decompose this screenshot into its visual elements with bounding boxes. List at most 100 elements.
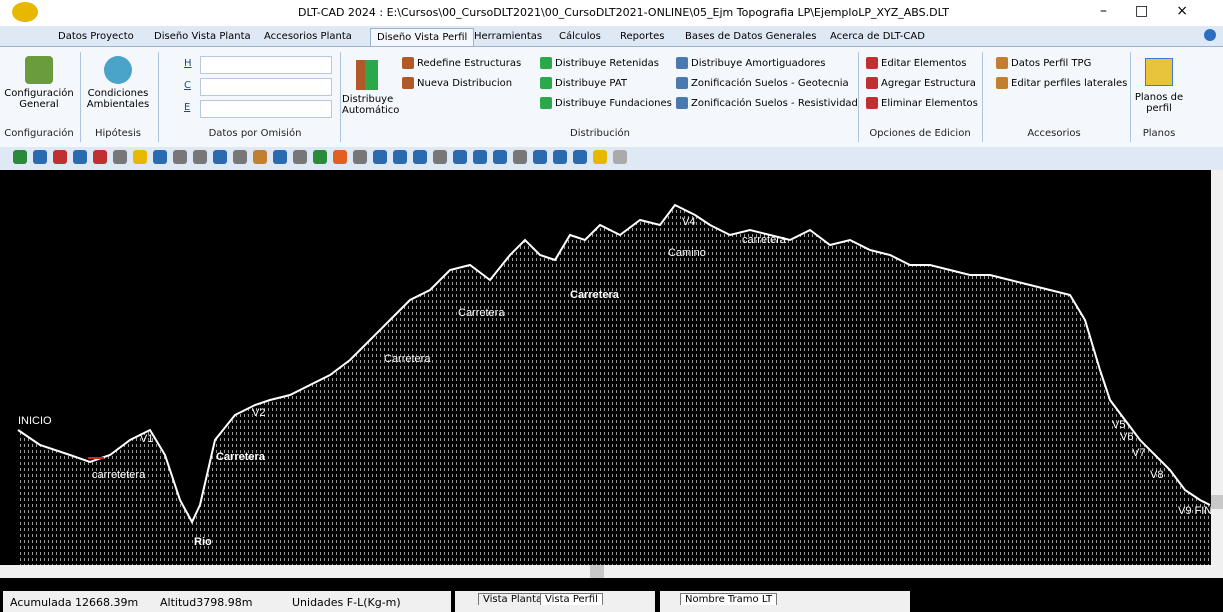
profile-label: V5 — [1112, 419, 1125, 431]
toolbar-button[interactable] — [473, 150, 487, 164]
label: Configuración General — [4, 88, 74, 110]
toolbar-button[interactable] — [13, 150, 27, 164]
toolbar-button[interactable] — [33, 150, 47, 164]
toolbar-button[interactable] — [613, 150, 627, 164]
icon — [540, 77, 552, 89]
ribbon-item[interactable]: Editar perfiles laterales — [996, 77, 1127, 89]
toolbar-button[interactable] — [453, 150, 467, 164]
field-input[interactable] — [200, 56, 332, 74]
tramo-tab[interactable]: Nombre Tramo LT — [680, 593, 778, 605]
toolbar-button[interactable] — [593, 150, 607, 164]
menu-tab[interactable]: Diseño Vista Perfil — [370, 28, 475, 46]
toolbar-button[interactable] — [173, 150, 187, 164]
menu-tab[interactable]: Reportes — [620, 31, 665, 42]
toolbar-button[interactable] — [53, 150, 67, 164]
toolbar-button[interactable] — [493, 150, 507, 164]
toolbar-button[interactable] — [113, 150, 127, 164]
title-bar: DLT-CAD 2024 : E:\Cursos\00_CursoDLT2021… — [0, 0, 1223, 26]
separator — [858, 52, 859, 142]
menu-tab[interactable]: Acerca de DLT-CAD — [830, 31, 925, 42]
vertical-scrollbar[interactable] — [1211, 170, 1223, 578]
ribbon-item[interactable]: Zonificación Suelos - Resistividad — [676, 97, 858, 109]
status-altitud: Altitud3798.98m — [160, 596, 253, 609]
toolbar-button[interactable] — [573, 150, 587, 164]
toolbar-button[interactable] — [533, 150, 547, 164]
ribbon-item[interactable]: Redefine Estructuras — [402, 57, 521, 69]
ribbon-item[interactable]: Distribuye Fundaciones — [540, 97, 672, 109]
toolbar-button[interactable] — [433, 150, 447, 164]
item-label: Zonificación Suelos - Resistividad — [691, 98, 858, 109]
view-tab[interactable]: Vista Perfil — [540, 593, 603, 605]
item-label: Eliminar Elementos — [881, 98, 978, 109]
toolbar — [0, 147, 1223, 169]
icon — [25, 56, 53, 84]
profile-label: INICIO — [18, 415, 52, 427]
canvas-strip — [0, 578, 1223, 588]
toolbar-button[interactable] — [213, 150, 227, 164]
menu-tab[interactable]: Diseño Vista Planta — [154, 31, 251, 42]
toolbar-button[interactable] — [73, 150, 87, 164]
thumb[interactable] — [590, 565, 604, 578]
ribbon-item[interactable]: Distribuye PAT — [540, 77, 627, 89]
ribbon-item[interactable]: Eliminar Elementos — [866, 97, 978, 109]
toolbar-button[interactable] — [133, 150, 147, 164]
toolbar-button[interactable] — [273, 150, 287, 164]
ribbon-item[interactable]: Agregar Estructura — [866, 77, 976, 89]
group-label: Distribución — [570, 128, 630, 139]
ribbon-item[interactable]: Distribuye Amortiguadores — [676, 57, 825, 69]
icon — [356, 60, 378, 90]
toolbar-button[interactable] — [253, 150, 267, 164]
toolbar-button[interactable] — [393, 150, 407, 164]
view-tab[interactable]: Vista Planta — [478, 593, 548, 605]
thumb[interactable] — [1211, 495, 1223, 509]
toolbar-button[interactable] — [513, 150, 527, 164]
profile-label: V8 — [1150, 469, 1163, 481]
profile-label: Carretera — [384, 353, 431, 365]
menu-tab[interactable]: Accesorios Planta — [264, 31, 352, 42]
menu-tab[interactable]: Bases de Datos Generales — [685, 31, 817, 42]
ribbon-item[interactable]: Editar Elementos — [866, 57, 967, 69]
status-left — [3, 591, 451, 612]
planos-button[interactable]: Planos de perfil — [1134, 58, 1184, 114]
toolbar-button[interactable] — [93, 150, 107, 164]
toolbar-button[interactable] — [353, 150, 367, 164]
toolbar-button[interactable] — [233, 150, 247, 164]
field-input[interactable] — [200, 78, 332, 96]
toolbar-button[interactable] — [553, 150, 567, 164]
item-label: Nueva Distribucion — [417, 78, 513, 89]
profile-label: carretetera — [92, 469, 146, 481]
profile-label: V4 — [682, 216, 695, 228]
hipotesis-button[interactable]: Condiciones Ambientales — [85, 52, 151, 122]
menu-tab[interactable]: Datos Proyecto — [58, 31, 134, 42]
toolbar-button[interactable] — [333, 150, 347, 164]
window-controls[interactable]: –□× — [1100, 3, 1216, 19]
group-label: Configuración — [4, 128, 74, 139]
profile-label: V1 — [140, 433, 153, 445]
auto-button[interactable]: Distribuye Automático — [342, 52, 399, 116]
ribbon-item[interactable]: Distribuye Retenidas — [540, 57, 659, 69]
profile-label: Carretera — [216, 451, 266, 463]
item-label: Datos Perfil TPG — [1011, 58, 1092, 69]
toolbar-button[interactable] — [413, 150, 427, 164]
ribbon-item[interactable]: Nueva Distribucion — [402, 77, 512, 89]
toolbar-button[interactable] — [153, 150, 167, 164]
toolbar-button[interactable] — [293, 150, 307, 164]
help-icon[interactable] — [1204, 29, 1216, 41]
group-label: Accesorios — [1027, 128, 1081, 139]
ribbon-item[interactable]: Datos Perfil TPG — [996, 57, 1091, 69]
horizontal-scrollbar[interactable] — [0, 565, 1211, 578]
ribbon-item[interactable]: Zonificación Suelos - Geotecnia — [676, 77, 849, 89]
menu-tab[interactable]: Cálculos — [559, 31, 601, 42]
config-button[interactable]: Configuración General — [4, 52, 74, 122]
menu-tab[interactable]: Herramientas — [474, 31, 543, 42]
toolbar-button[interactable] — [313, 150, 327, 164]
item-label: Distribuye Amortiguadores — [691, 58, 826, 69]
field-input[interactable] — [200, 100, 332, 118]
icon — [676, 57, 688, 69]
separator — [158, 52, 159, 142]
toolbar-button[interactable] — [193, 150, 207, 164]
profile-label: V6 — [1120, 431, 1133, 443]
toolbar-button[interactable] — [373, 150, 387, 164]
group-label: Planos — [1142, 128, 1176, 139]
